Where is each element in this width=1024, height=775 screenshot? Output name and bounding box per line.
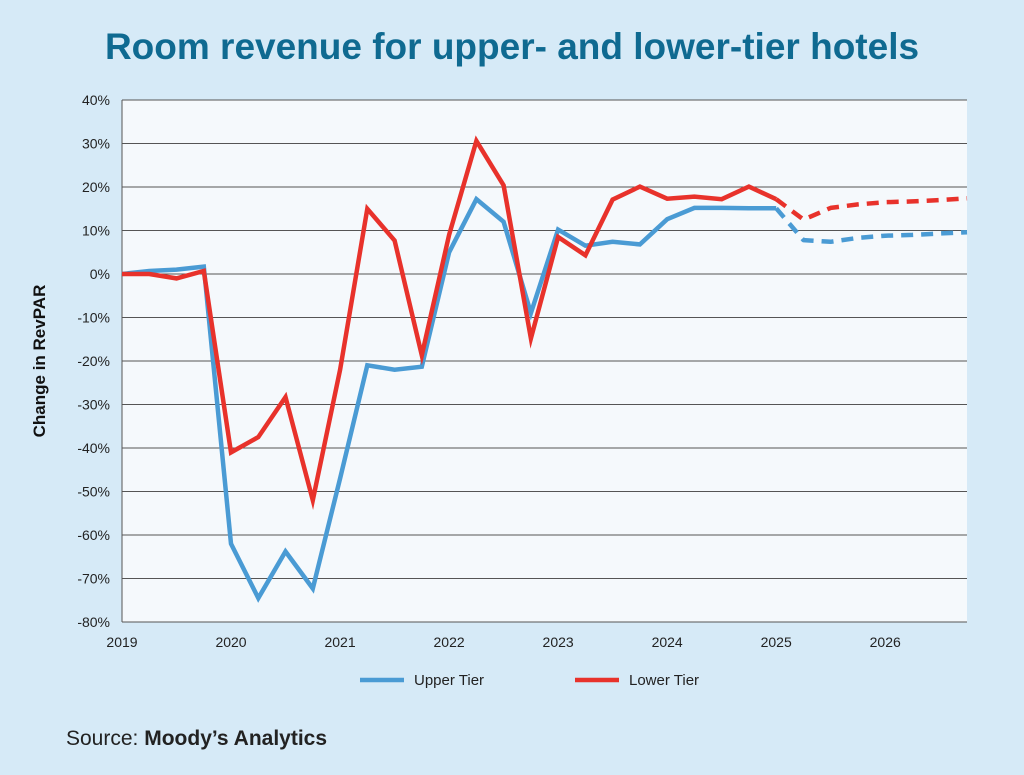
y-tick-label: 20%	[82, 179, 110, 195]
x-tick-label: 2024	[652, 634, 683, 650]
legend-label: Lower Tier	[629, 672, 699, 689]
series-lines	[121, 135, 968, 603]
y-tick-label: -40%	[77, 440, 110, 456]
y-tick-label: 30%	[82, 136, 110, 152]
x-tick-label: 2026	[870, 634, 901, 650]
y-tick-label: -80%	[77, 614, 110, 630]
y-tick-label: -10%	[77, 310, 110, 326]
series-line-actual	[122, 135, 778, 510]
legend: Upper Tier Lower Tier	[360, 672, 699, 689]
x-tick-label: 2020	[215, 634, 246, 650]
x-tick-label: 2025	[761, 634, 792, 650]
legend-label: Upper Tier	[414, 672, 484, 689]
y-tick-label: -70%	[77, 571, 110, 587]
y-tick-label: 10%	[82, 223, 110, 239]
x-axis-ticks: 2019 2020 2021 2022 2023 2024 2025 2026	[106, 634, 901, 650]
source-prefix: Source:	[66, 727, 145, 750]
x-tick-label: 2019	[106, 634, 137, 650]
series-line-actual	[121, 195, 777, 603]
y-tick-label: -20%	[77, 353, 110, 369]
line-chart: 40% 30% 20% 10% 0% -10% -20% -30% -40% -50% -60% -7…	[30, 92, 968, 689]
source-name: Moody’s Analytics	[144, 727, 328, 750]
x-tick-label: 2023	[543, 634, 574, 650]
x-tick-label: 2022	[434, 634, 465, 650]
series-line-forecast	[774, 196, 968, 222]
y-axis-title: Change in RevPAR	[30, 285, 49, 438]
y-tick-label: 0%	[90, 266, 110, 282]
x-tick-label: 2021	[324, 634, 355, 650]
y-tick-label: 40%	[82, 92, 110, 108]
source-line: Source: Moody’s Analytics	[66, 727, 327, 751]
chart-title: Room revenue for upper- and lower-tier h…	[104, 26, 920, 67]
y-tick-label: -50%	[77, 484, 110, 500]
y-tick-label: -30%	[77, 397, 110, 413]
y-axis-ticks: 40% 30% 20% 10% 0% -10% -20% -30% -40% -50% -60% -7…	[77, 92, 110, 630]
gridlines	[121, 99, 967, 623]
y-tick-label: -60%	[77, 527, 110, 543]
series-line-forecast	[774, 206, 968, 245]
